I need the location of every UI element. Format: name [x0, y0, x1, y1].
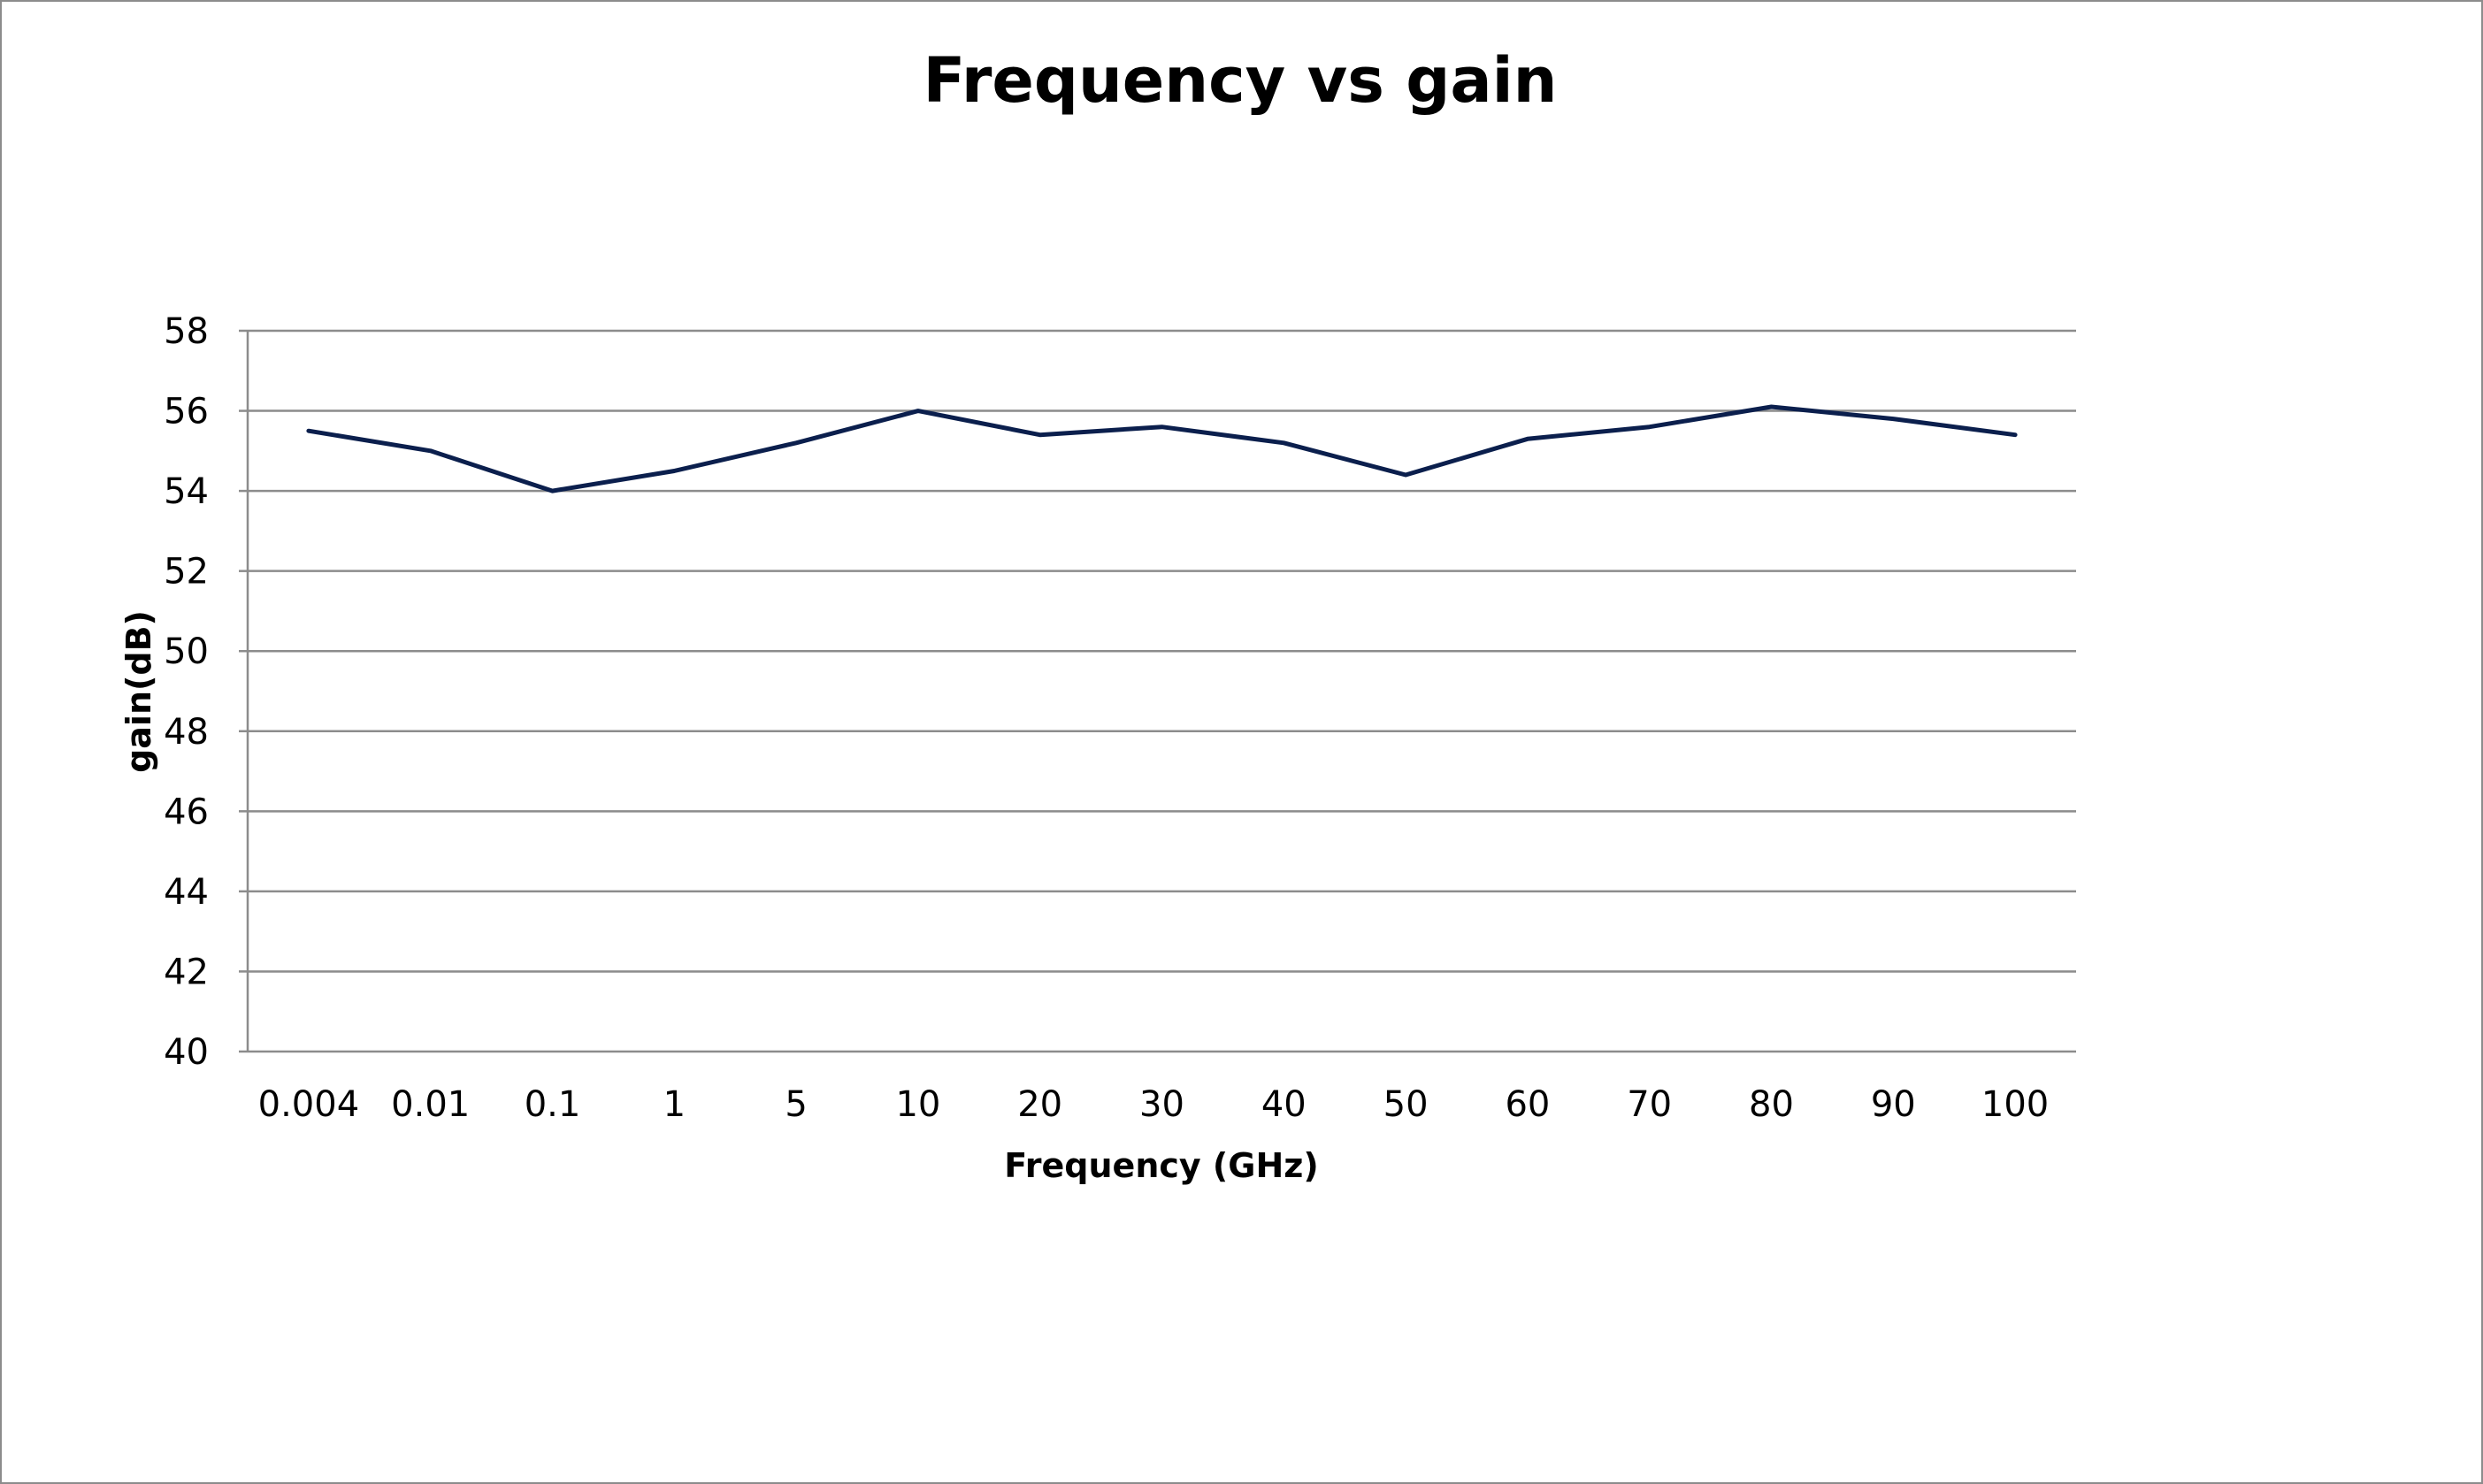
x-axis-title: Frequency (GHz): [1004, 1146, 1319, 1185]
x-axis-tick-labels: 0.004 0.01 0.1 1 5 10 20 30 40 50 60 70 80 90 100: [258, 1084, 2050, 1125]
chart-title: Frequency vs gain: [923, 44, 1558, 117]
x-tick-label: 100: [1981, 1084, 2049, 1125]
x-tick-label: 1: [663, 1084, 686, 1125]
y-tick-label: 58: [164, 311, 209, 352]
x-tick-label: 0.01: [391, 1084, 470, 1125]
x-tick-label: 30: [1139, 1084, 1184, 1125]
y-tick-label: 42: [164, 952, 209, 992]
y-tick-label: 48: [164, 712, 209, 753]
y-tick-label: 54: [164, 471, 209, 512]
y-tick-label: 40: [164, 1032, 209, 1073]
x-tick-label: 10: [895, 1084, 940, 1125]
x-tick-label: 0.1: [525, 1084, 581, 1125]
series-lines: [306, 404, 2018, 493]
x-tick-label: 80: [1749, 1084, 1794, 1125]
y-tick-label: 46: [164, 792, 209, 832]
y-tick-label: 44: [164, 872, 209, 913]
x-tick-label: 60: [1505, 1084, 1550, 1125]
y-axis-tick-labels: 40 42 44 46 48 50 52 54 56 58: [164, 311, 209, 1073]
y-tick-label: 52: [164, 552, 209, 593]
y-tick-label: 56: [164, 392, 209, 432]
x-tick-label: 50: [1383, 1084, 1429, 1125]
x-tick-label: 70: [1627, 1084, 1672, 1125]
series-line-0: [306, 404, 2018, 493]
y-tick-label: 50: [164, 631, 209, 672]
axes: [239, 329, 2076, 1053]
x-tick-label: 40: [1261, 1084, 1307, 1125]
x-tick-label: 90: [1871, 1084, 1916, 1125]
x-tick-label: 5: [785, 1084, 807, 1125]
x-tick-label: 0.004: [258, 1084, 360, 1125]
y-axis-title: gain(dB): [119, 610, 158, 773]
x-tick-label: 20: [1017, 1084, 1062, 1125]
